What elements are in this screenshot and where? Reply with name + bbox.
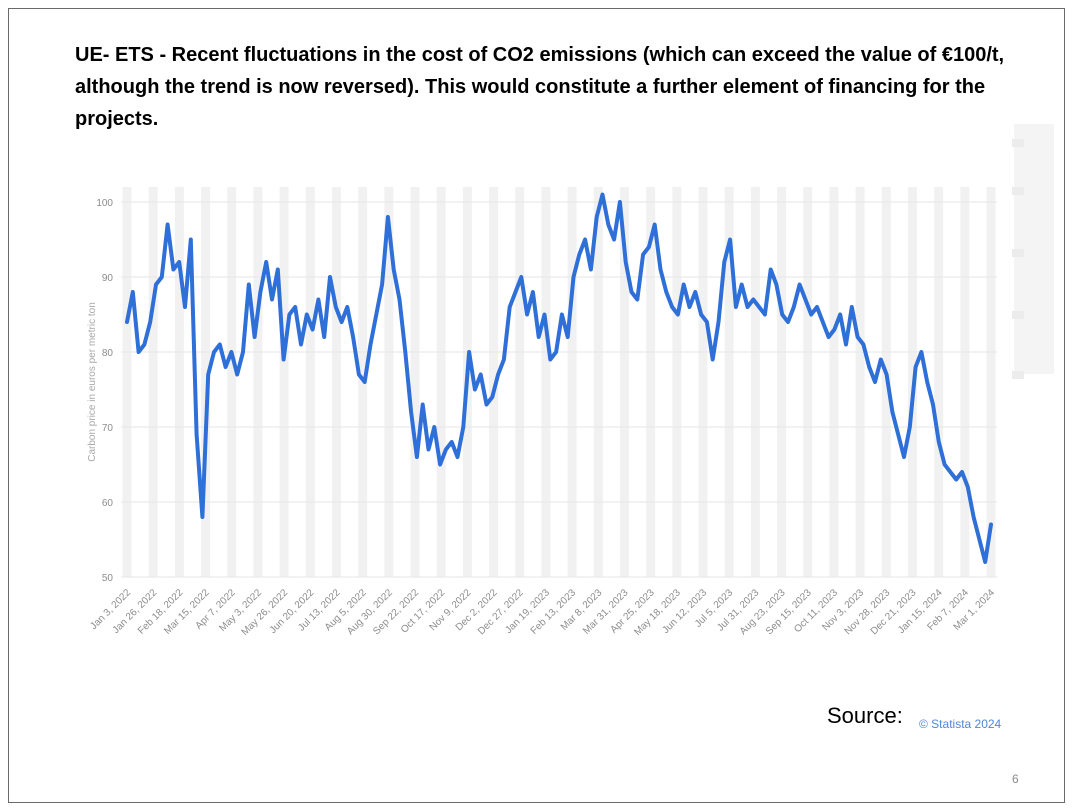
ghost-tick-1 <box>1012 187 1024 195</box>
y-axis-title: Carbon price in euros per metric ton <box>87 302 98 462</box>
ghost-tick-3 <box>1012 311 1024 319</box>
ghost-tick-2 <box>1012 249 1024 257</box>
y-tick-label: 80 <box>102 348 114 359</box>
y-axis: 50 60 70 80 90 100 <box>96 198 113 584</box>
y-tick-label: 50 <box>102 573 114 584</box>
slide-title: UE- ETS - Recent fluctuations in the cos… <box>75 44 1005 130</box>
statista-credit: © Statista 2024 <box>919 717 1002 731</box>
chart-gridlines <box>121 187 997 578</box>
y-tick-label: 100 <box>96 198 113 209</box>
line-chart: 50 60 70 80 90 100 Carbon price in euros per … <box>87 124 1054 638</box>
ghost-chart-panel <box>1012 124 1054 379</box>
series-layer <box>125 192 993 564</box>
source-label: Source: <box>827 703 903 728</box>
slide: UE- ETS - Recent fluctuations in the cos… <box>8 8 1065 803</box>
y-tick-label: 90 <box>102 273 114 284</box>
ghost-tick-4 <box>1012 371 1024 379</box>
page-number: 6 <box>1012 772 1019 786</box>
ghost-tick-0 <box>1012 139 1024 147</box>
series-line-0 <box>125 192 993 564</box>
y-tick-label: 60 <box>102 498 114 509</box>
y-tick-label: 70 <box>102 423 114 434</box>
